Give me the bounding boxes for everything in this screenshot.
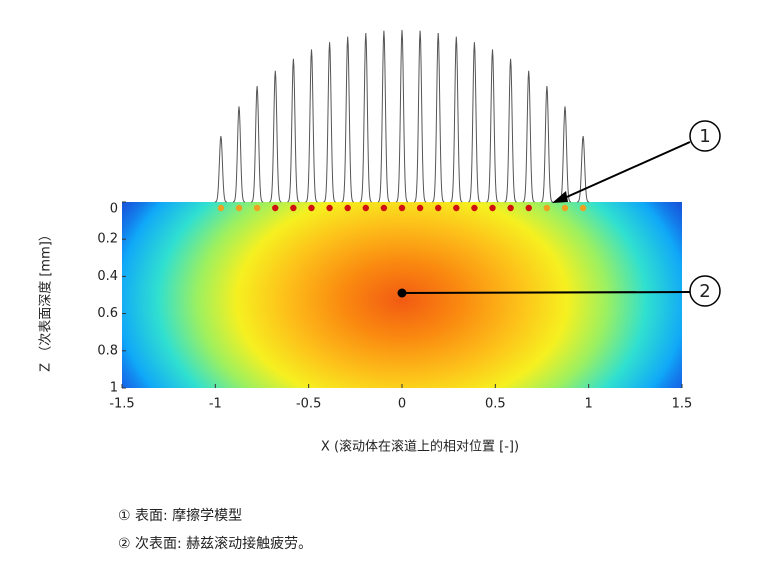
spike [395, 29, 409, 203]
spike [269, 70, 282, 203]
spike [450, 36, 463, 203]
spike [214, 136, 227, 203]
y-axis-label: Z （次表面深度 [mm]） [38, 228, 54, 372]
note: ② 次表面: 赫兹滚动接触疲劳。 [118, 535, 312, 552]
spike [432, 32, 445, 203]
surface-dot [525, 204, 532, 212]
y-tick-label: 0.4 [97, 269, 118, 284]
y-tick-label: 1 [110, 381, 118, 396]
spike [558, 106, 572, 203]
spike [468, 42, 481, 203]
x-tick-label: 1.5 [672, 397, 693, 412]
y-tick-label: 0.6 [97, 306, 118, 321]
y-tick-label: 0 [110, 202, 118, 217]
y-tick-label: 0.8 [97, 343, 118, 358]
x-axis-label: X (滚动体在滚道上的相对位置 [-]) [321, 439, 519, 455]
surface-dot [344, 204, 351, 212]
x-tick-label: -1 [209, 397, 222, 412]
x-tick-label: 0.5 [485, 397, 506, 412]
spike [323, 42, 336, 203]
surface-dot [290, 204, 297, 212]
surface-dot [579, 204, 587, 212]
surface-dot [308, 204, 315, 212]
spike [341, 36, 354, 203]
annotation-label: 1 [699, 126, 710, 147]
surface-dot [253, 204, 261, 212]
spike [522, 70, 535, 203]
annotation-1: 1 [552, 120, 721, 203]
surface-dot [471, 204, 478, 212]
surface-dot [507, 204, 514, 212]
spike [540, 86, 553, 203]
spike [359, 32, 372, 203]
x-tick-label: 0 [398, 397, 406, 412]
x-tick-label: 1 [585, 397, 593, 412]
spike [251, 86, 264, 203]
x-tick-label: -0.5 [296, 397, 321, 412]
surface-dot [217, 204, 225, 212]
surface-dot [380, 204, 388, 212]
annotation-label: 2 [699, 281, 710, 302]
spike [486, 49, 499, 203]
x-tick-label: -1.5 [109, 397, 134, 412]
surface-dot [543, 204, 551, 212]
y-tick-label: 0.2 [97, 232, 118, 247]
spike [377, 30, 390, 203]
spike [504, 58, 517, 203]
spike [232, 106, 246, 203]
surface-dot [416, 204, 424, 212]
surface-dot [453, 204, 460, 212]
spike [287, 58, 300, 203]
pressure-spikes [214, 29, 590, 203]
annotation-2: 2 [397, 275, 721, 307]
surface-dot [326, 204, 333, 212]
surface-dot [489, 204, 496, 212]
surface-dot [362, 204, 369, 212]
surface-dot [398, 204, 406, 212]
note: ① 表面: 摩擦学模型 [118, 507, 242, 524]
surface-dot [435, 204, 442, 212]
surface-dot [561, 204, 569, 212]
spike [305, 49, 318, 203]
spike [577, 136, 590, 203]
surface-dot [272, 204, 279, 212]
spike [414, 30, 427, 203]
surface-dot [235, 204, 243, 212]
